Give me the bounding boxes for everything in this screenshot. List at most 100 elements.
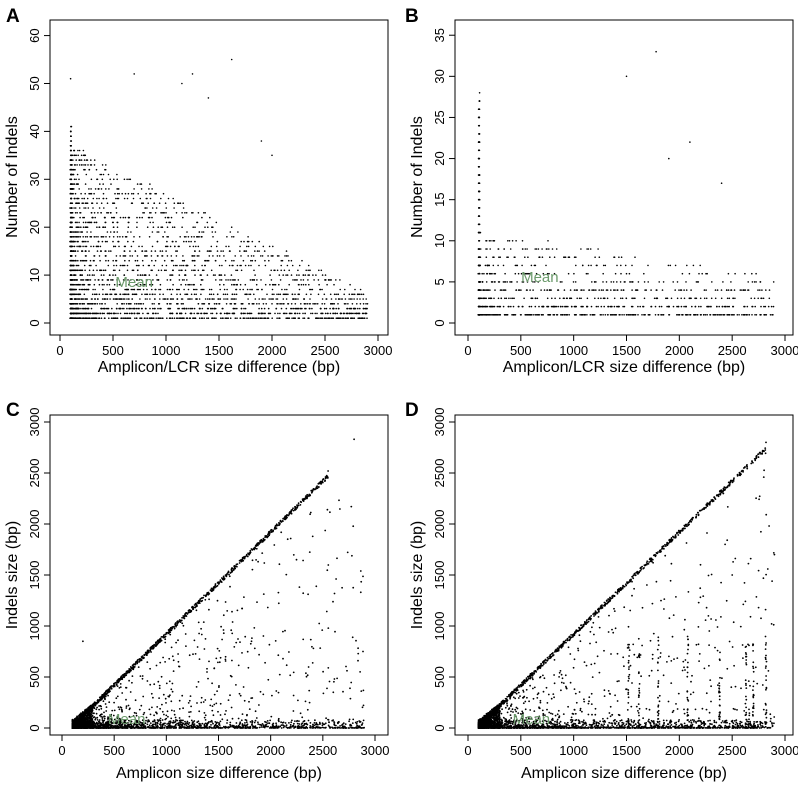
data-point: [88, 269, 91, 272]
data-point: [158, 303, 161, 305]
data-point: [261, 255, 264, 257]
data-point: [289, 312, 292, 315]
data-point: [526, 248, 528, 250]
data-point: [628, 272, 631, 275]
data-point: [312, 303, 314, 305]
data-point: [136, 255, 139, 257]
data-point: [477, 297, 480, 300]
data-point: [178, 317, 180, 320]
data-point: [211, 231, 214, 233]
data-point: [325, 298, 328, 300]
data-point: [111, 216, 113, 219]
data-point: [124, 255, 127, 257]
data-point: [112, 298, 115, 300]
data-point: [137, 307, 139, 310]
data-point: [77, 259, 79, 262]
data-point: [249, 312, 252, 315]
data-point: [230, 706, 233, 709]
data-point: [172, 659, 175, 662]
data-point: [246, 650, 249, 653]
data-point: [504, 297, 506, 300]
data-point: [268, 245, 271, 248]
data-point: [714, 297, 717, 300]
data-point: [288, 269, 291, 272]
data-point: [118, 269, 121, 272]
data-point: [353, 298, 355, 300]
panel-label: C: [6, 400, 20, 421]
data-point: [154, 192, 156, 195]
data-point: [190, 705, 193, 708]
data-point: [146, 197, 148, 200]
data-point: [243, 307, 245, 310]
data-point: [311, 307, 313, 310]
data-point: [296, 274, 298, 276]
data-point: [198, 317, 201, 320]
data-point: [588, 289, 590, 291]
data-point: [223, 312, 226, 315]
data-point: [157, 269, 160, 272]
data-point: [258, 298, 261, 300]
data-point: [354, 307, 357, 310]
data-point: [291, 293, 294, 296]
data-point: [219, 288, 221, 291]
data-point: [76, 307, 79, 310]
data-point: [318, 283, 320, 286]
data-point: [75, 279, 77, 281]
data-point: [70, 149, 72, 152]
data-point: [116, 236, 119, 238]
data-point: [229, 279, 231, 281]
data-point: [309, 288, 311, 291]
data-point: [224, 274, 226, 276]
data-point: [508, 305, 510, 308]
data-point: [282, 303, 284, 305]
data-point: [600, 297, 602, 300]
data-point: [85, 250, 87, 252]
data-point: [138, 236, 141, 238]
data-point: [149, 197, 152, 200]
data-point: [765, 289, 767, 291]
data-point: [303, 317, 306, 320]
data-point: [141, 307, 143, 310]
panel-c: C 0 500 1000 1500 2000 2500 3000 0500100015002…: [4, 400, 389, 782]
data-point: [751, 281, 754, 283]
data-point: [537, 248, 540, 250]
y-tick-label: 5: [432, 278, 447, 285]
data-point: [214, 259, 217, 262]
data-point: [113, 231, 115, 233]
data-point: [531, 297, 534, 300]
data-point: [73, 149, 75, 152]
data-point: [197, 236, 199, 238]
y-tick-label: 30: [432, 69, 447, 83]
data-point: [191, 307, 194, 310]
data-point: [572, 281, 575, 283]
data-point: [141, 283, 144, 286]
data-point: [485, 256, 488, 259]
data-point: [84, 307, 87, 310]
data-point: [748, 314, 751, 316]
data-point: [90, 178, 93, 181]
data-point: [734, 272, 736, 275]
data-point: [92, 269, 95, 272]
data-point: [106, 312, 109, 315]
data-point: [237, 638, 239, 640]
data-point: [203, 303, 206, 305]
data-point: [680, 305, 683, 308]
data-point: [186, 231, 188, 233]
data-point: [163, 713, 165, 716]
data-point: [83, 159, 86, 161]
data-point: [255, 283, 258, 286]
data-point: [757, 289, 759, 291]
data-point: [149, 283, 151, 286]
data-point: [141, 245, 143, 248]
data-point: [247, 298, 249, 300]
data-point: [75, 259, 77, 262]
data-point: [78, 298, 81, 300]
y-tick-label: 10: [27, 268, 42, 282]
data-point: [102, 288, 104, 291]
data-point: [103, 283, 105, 286]
data-point: [666, 305, 668, 308]
data-point: [350, 681, 353, 684]
data-point: [74, 269, 77, 272]
data-point: [600, 289, 603, 291]
data-point: [81, 298, 83, 300]
